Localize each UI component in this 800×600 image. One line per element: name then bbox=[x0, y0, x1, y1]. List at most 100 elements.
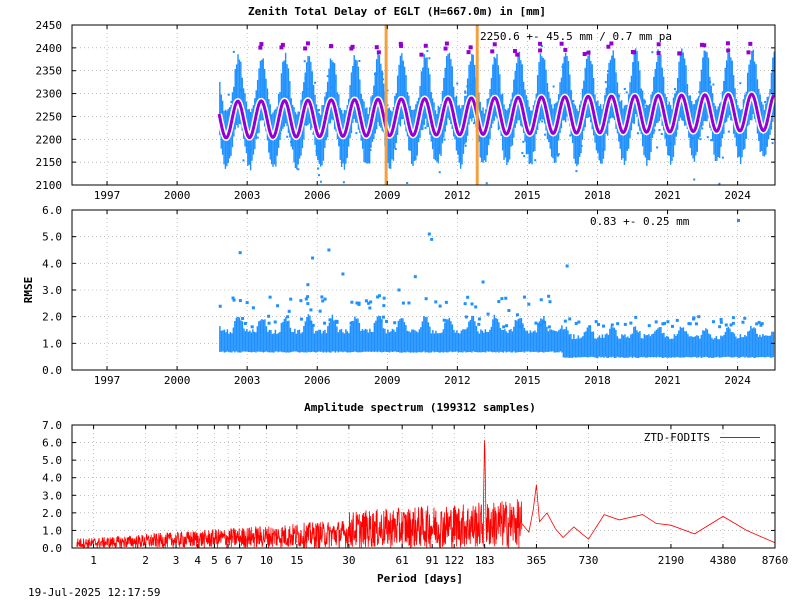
rmse-point bbox=[675, 318, 679, 322]
ztd-xtick-label: 2006 bbox=[304, 189, 331, 202]
rmse-bar bbox=[447, 319, 449, 353]
ztd-obs-bar bbox=[402, 60, 404, 119]
rmse-bar bbox=[430, 333, 433, 353]
rmse-bar bbox=[426, 316, 428, 353]
rmse-bar bbox=[630, 334, 632, 357]
spectrum-ytick-label: 1.0 bbox=[42, 524, 62, 537]
rmse-xtick-label: 2003 bbox=[234, 374, 261, 387]
ztd-obs-bar bbox=[706, 52, 708, 122]
ztd-ytick-label: 2100 bbox=[36, 179, 63, 192]
ztd-obs-point bbox=[481, 120, 484, 123]
rmse-bar bbox=[502, 329, 505, 353]
rmse-outlier bbox=[427, 232, 431, 236]
ztd-obs-point bbox=[232, 126, 235, 129]
ztd-outlier bbox=[443, 46, 448, 51]
ztd-obs-bar bbox=[671, 108, 673, 161]
rmse-bar bbox=[657, 328, 659, 357]
ztd-obs-point bbox=[668, 120, 671, 123]
ztd-obs-bar bbox=[401, 53, 403, 120]
rmse-point bbox=[393, 321, 397, 325]
ztd-obs-point bbox=[330, 86, 333, 89]
rmse-bar bbox=[235, 317, 238, 352]
ztd-obs-point bbox=[406, 181, 409, 184]
ztd-xtick-label: 2018 bbox=[584, 189, 611, 202]
ztd-obs-bar bbox=[613, 58, 616, 121]
rmse-point bbox=[306, 295, 310, 299]
rmse-bar bbox=[361, 329, 364, 353]
ztd-obs-bar bbox=[529, 110, 532, 164]
rmse-bar bbox=[721, 336, 724, 358]
rmse-bar bbox=[526, 331, 529, 352]
ztd-obs-bar bbox=[702, 57, 704, 126]
rmse-bar bbox=[375, 320, 377, 352]
ztd-obs-point bbox=[549, 135, 552, 138]
rmse-bar bbox=[333, 320, 335, 352]
rmse-bar bbox=[646, 335, 649, 358]
rmse-bar bbox=[579, 338, 581, 358]
rmse-bar bbox=[442, 329, 445, 353]
rmse-bar bbox=[276, 333, 278, 352]
rmse-bar bbox=[694, 336, 697, 357]
ztd-obs-point bbox=[230, 100, 233, 103]
rmse-bar bbox=[259, 320, 262, 352]
ztd-obs-point bbox=[314, 81, 317, 84]
rmse-bar bbox=[682, 327, 685, 358]
rmse-bar bbox=[708, 333, 710, 358]
ztd-obs-point bbox=[596, 148, 599, 151]
rmse-bar bbox=[547, 331, 550, 352]
rmse-bar bbox=[294, 328, 296, 352]
rmse-point bbox=[616, 322, 620, 326]
rmse-bar bbox=[754, 328, 757, 358]
rmse-point bbox=[647, 324, 651, 328]
rmse-bar bbox=[537, 322, 539, 353]
ztd-obs-bar bbox=[703, 50, 705, 122]
rmse-point bbox=[692, 316, 696, 320]
rmse-bar bbox=[225, 332, 227, 353]
rmse-bar bbox=[229, 332, 232, 353]
rmse-point bbox=[267, 321, 271, 325]
ztd-obs-point bbox=[436, 147, 439, 150]
rmse-bar bbox=[465, 329, 467, 353]
ztd-obs-bar bbox=[577, 111, 579, 165]
rmse-bar bbox=[640, 338, 643, 358]
rmse-point bbox=[382, 304, 386, 308]
rmse-bar bbox=[588, 327, 590, 358]
ztd-obs-bar bbox=[332, 62, 334, 121]
rmse-point bbox=[601, 324, 605, 328]
rmse-bar bbox=[355, 318, 358, 352]
rmse-bar bbox=[600, 337, 602, 358]
rmse-point bbox=[670, 324, 674, 328]
rmse-bar bbox=[703, 330, 706, 358]
ztd-obs-bar bbox=[657, 49, 659, 123]
rmse-point bbox=[634, 315, 638, 319]
ztd-obs-point bbox=[236, 69, 239, 72]
rmse-point bbox=[500, 297, 504, 301]
ztd-obs-bar bbox=[399, 55, 402, 127]
spectrum-xtick-label: 1 bbox=[90, 554, 97, 567]
rmse-bar bbox=[391, 328, 394, 353]
ztd-obs-point bbox=[764, 101, 767, 104]
ztd-obs-bar bbox=[773, 51, 775, 116]
rmse-outlier bbox=[306, 283, 310, 287]
ztd-obs-bar bbox=[459, 108, 462, 169]
rmse-point bbox=[497, 300, 501, 304]
rmse-point bbox=[697, 315, 701, 319]
rmse-bar bbox=[471, 315, 473, 353]
spectrum-line bbox=[76, 440, 776, 549]
rmse-bar bbox=[625, 337, 628, 358]
rmse-ytick-label: 4.0 bbox=[42, 257, 62, 270]
rmse-point bbox=[470, 302, 474, 306]
rmse-bar bbox=[498, 322, 500, 353]
ztd-obs-point bbox=[227, 93, 230, 96]
rmse-point bbox=[610, 323, 614, 327]
rmse-bar bbox=[444, 322, 446, 352]
ztd-obs-point bbox=[750, 79, 753, 82]
rmse-bar bbox=[697, 335, 700, 358]
spectrum-ytick-label: 0.0 bbox=[42, 542, 62, 555]
rmse-bar bbox=[250, 332, 253, 353]
rmse-bar bbox=[696, 335, 698, 358]
rmse-bar bbox=[681, 327, 683, 358]
rmse-bar bbox=[768, 335, 770, 357]
rmse-bar bbox=[690, 336, 692, 358]
ztd-obs-point bbox=[555, 135, 558, 138]
